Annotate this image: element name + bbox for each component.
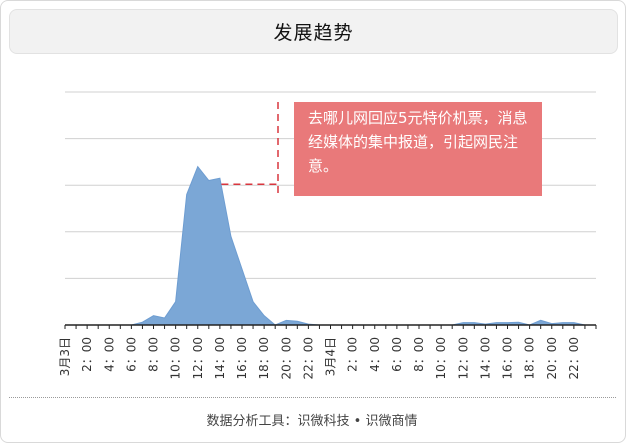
x-tick-label: 20：00 bbox=[545, 337, 559, 380]
x-tick-label: 22：00 bbox=[301, 337, 315, 380]
chart-title: 发展趋势 bbox=[9, 9, 618, 54]
x-tick-label: 6：00 bbox=[124, 337, 138, 372]
x-tick-label: 6：00 bbox=[390, 337, 404, 372]
x-tick-label: 10：00 bbox=[169, 337, 183, 380]
x-tick-label: 16：00 bbox=[501, 337, 515, 380]
x-tick-label: 8：00 bbox=[412, 337, 426, 372]
x-tick-label: 3月3日 bbox=[58, 337, 72, 376]
x-tick-label: 18：00 bbox=[257, 337, 271, 380]
event-annotation: 去哪儿网回应5元特价机票，消息经媒体的集中报道，引起网民注意。 bbox=[294, 102, 542, 196]
x-tick-label: 20：00 bbox=[279, 337, 293, 380]
x-tick-label: 12：00 bbox=[191, 337, 205, 380]
x-tick-label: 2：00 bbox=[346, 337, 360, 372]
x-tick-label: 4：00 bbox=[368, 337, 382, 372]
x-tick-label: 16：00 bbox=[235, 337, 249, 380]
x-tick-label: 22：00 bbox=[567, 337, 581, 380]
footer-divider bbox=[9, 397, 616, 398]
x-axis-tick-labels: 3月3日 2：00 4：00 6：00 8：00 10：00 12：00 14：00 16：00… bbox=[58, 337, 581, 380]
x-tick-label: 12：00 bbox=[456, 337, 470, 380]
x-tick-label: 8：00 bbox=[147, 337, 161, 372]
x-tick-label: 4：00 bbox=[102, 337, 116, 372]
footer-source: 数据分析工具：识微科技 • 识微商情 bbox=[206, 414, 418, 429]
event-marker bbox=[221, 102, 279, 196]
x-tick-label: 14：00 bbox=[213, 337, 227, 380]
x-tick-label: 10：00 bbox=[434, 337, 448, 380]
x-tick-label: 18：00 bbox=[523, 337, 537, 380]
x-tick-label: 14：00 bbox=[478, 337, 492, 380]
x-tick-label: 3月4日 bbox=[324, 337, 338, 376]
x-tick-label: 2：00 bbox=[80, 337, 94, 372]
